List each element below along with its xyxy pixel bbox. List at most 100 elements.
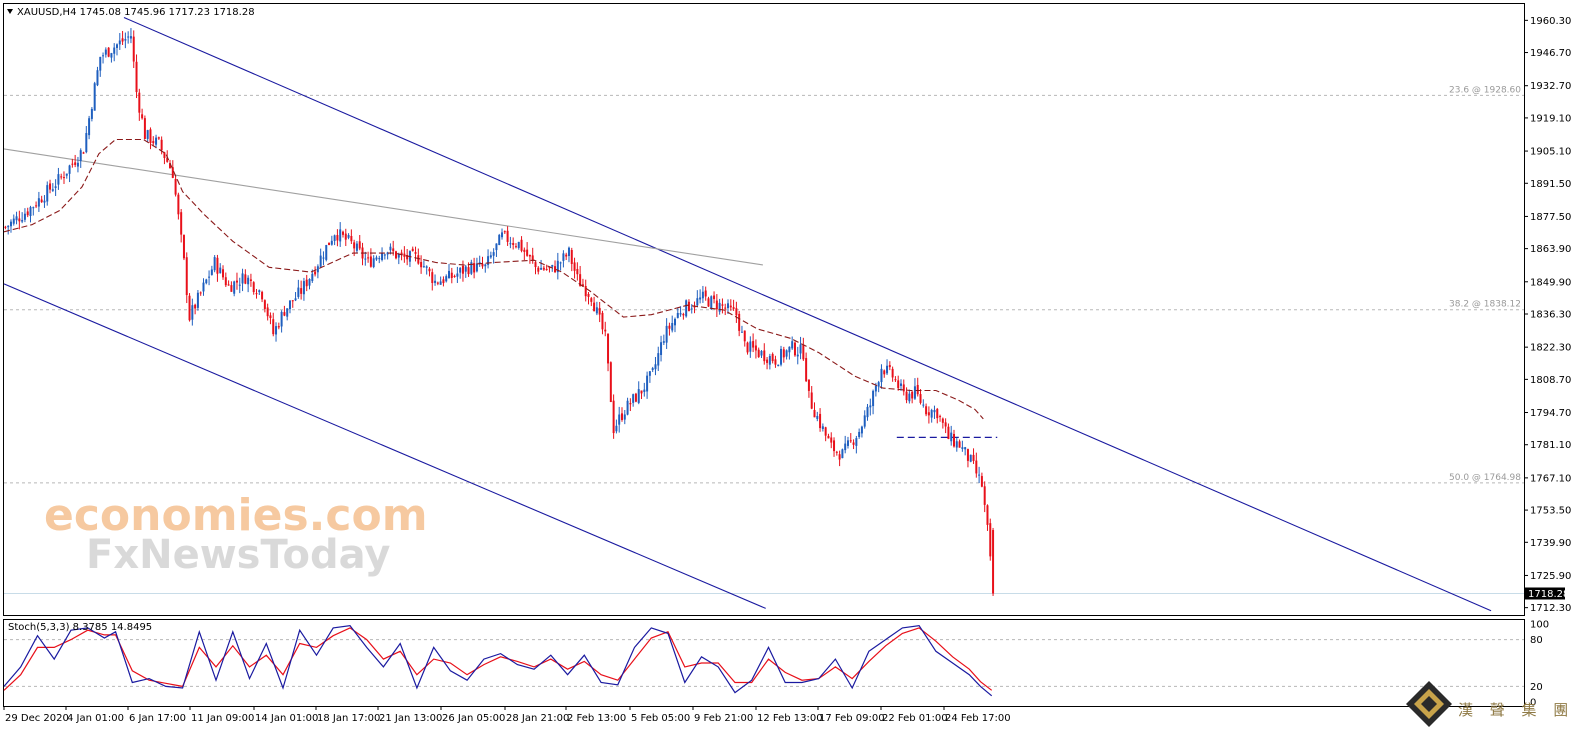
- price-tick-label: 1781.10: [1530, 440, 1571, 451]
- candle-bull: [389, 246, 392, 251]
- candle-bear: [849, 440, 852, 442]
- candle-bull: [104, 49, 107, 55]
- candle-bear: [897, 380, 900, 388]
- candle-bear: [216, 257, 219, 274]
- candle-bear: [743, 330, 746, 342]
- candle-bear: [431, 272, 434, 284]
- candle-bull: [191, 305, 194, 320]
- header-triangle-icon[interactable]: [7, 9, 13, 14]
- candle-bear: [436, 282, 439, 284]
- candle-bull: [749, 341, 752, 352]
- candle-bear: [852, 442, 855, 445]
- candle-bear: [420, 261, 423, 268]
- time-tick-label: 9 Feb 21:00: [694, 713, 753, 724]
- candle-bear: [576, 268, 579, 275]
- candle-bull: [375, 257, 378, 260]
- candle-bear: [601, 312, 604, 330]
- candle-bull: [422, 266, 425, 268]
- candle-bull: [841, 449, 844, 459]
- candle-bull: [877, 382, 880, 387]
- candle-bear: [514, 246, 517, 248]
- candle-bull: [821, 426, 824, 429]
- candle-bull: [913, 386, 916, 399]
- candle-bear: [417, 255, 420, 264]
- candle-bull: [202, 282, 205, 292]
- candle-bear: [395, 251, 397, 259]
- candle-bear: [199, 292, 202, 294]
- candle-bull: [858, 431, 861, 438]
- candle-bear: [729, 305, 732, 308]
- candle-bull: [46, 185, 49, 202]
- candle-bear: [461, 265, 464, 274]
- channel-lower-line: [3, 283, 766, 609]
- candle-bear: [194, 304, 197, 309]
- candle-bear: [919, 394, 922, 403]
- candle-bull: [964, 447, 967, 450]
- candle-bear: [244, 274, 247, 284]
- candle-bull: [674, 318, 676, 326]
- candle-bear: [450, 272, 453, 278]
- candle-bear: [169, 163, 172, 169]
- candle-bear: [810, 392, 813, 409]
- candle-bear: [520, 239, 523, 251]
- candle-bear: [414, 252, 417, 254]
- candle-bear: [819, 413, 822, 429]
- candle-bear: [763, 350, 766, 362]
- price-tick-label: 1739.90: [1530, 538, 1571, 549]
- candle-bear: [668, 325, 671, 329]
- candle-bull: [79, 150, 82, 162]
- candle-bear: [71, 163, 74, 165]
- candle-bear: [107, 47, 110, 57]
- candle-bear: [528, 254, 531, 257]
- price-tick-label: 1753.50: [1530, 506, 1571, 517]
- candle-bear: [182, 235, 185, 259]
- stoch-tick-label: 100: [1530, 620, 1549, 631]
- candle-bull: [325, 245, 328, 260]
- time-tick-label: 11 Jan 09:00: [191, 713, 254, 724]
- candle-bull: [205, 279, 208, 284]
- stoch-tick-label: 0: [1530, 698, 1536, 709]
- candle-bear: [537, 267, 540, 272]
- brand-logo: 漢 聲 集 團: [1406, 681, 1568, 727]
- candle-bear: [598, 307, 601, 315]
- candle-bear: [634, 393, 637, 402]
- candle-bull: [501, 232, 504, 238]
- candle-bear: [336, 235, 339, 241]
- candle-bear: [35, 205, 38, 207]
- candle-bear: [180, 212, 183, 235]
- gray-trendline: [3, 148, 763, 266]
- candle-bull: [637, 389, 640, 403]
- time-tick-label: 12 Feb 13:00: [757, 713, 823, 724]
- candle-bull: [7, 225, 10, 228]
- candle-bear: [152, 141, 155, 144]
- candle-bear: [534, 262, 537, 268]
- candle-bull: [90, 108, 93, 119]
- candle-bear: [752, 341, 755, 348]
- candle-bear: [620, 413, 623, 420]
- channel-upper-line: [123, 16, 1492, 612]
- price-axis: 1960.30 1946.70 1932.70 1919.10 1905.10 1891.…: [1524, 16, 1571, 614]
- candle-bear: [174, 178, 177, 195]
- candle-bull: [489, 255, 492, 258]
- candle-bear: [579, 274, 582, 287]
- candle-bear: [291, 300, 294, 302]
- candle-bull: [210, 269, 213, 275]
- candle-bull: [386, 252, 389, 255]
- candle-bull: [76, 162, 79, 167]
- candle-bull: [308, 279, 311, 286]
- candle-bear: [26, 211, 29, 216]
- candle-bear: [805, 358, 808, 382]
- candle-bull: [294, 298, 297, 301]
- candle-bear: [166, 157, 169, 162]
- candle-bear: [62, 177, 65, 179]
- candle-bull: [445, 276, 448, 282]
- candle-bull: [696, 298, 699, 306]
- candle-bear: [972, 454, 975, 461]
- time-tick-label: 24 Feb 17:00: [945, 713, 1011, 724]
- candle-bear: [185, 257, 188, 296]
- candle-bull: [671, 322, 674, 331]
- candle-bull: [799, 344, 802, 354]
- candle-bull: [978, 474, 981, 476]
- candle-bull: [495, 243, 498, 251]
